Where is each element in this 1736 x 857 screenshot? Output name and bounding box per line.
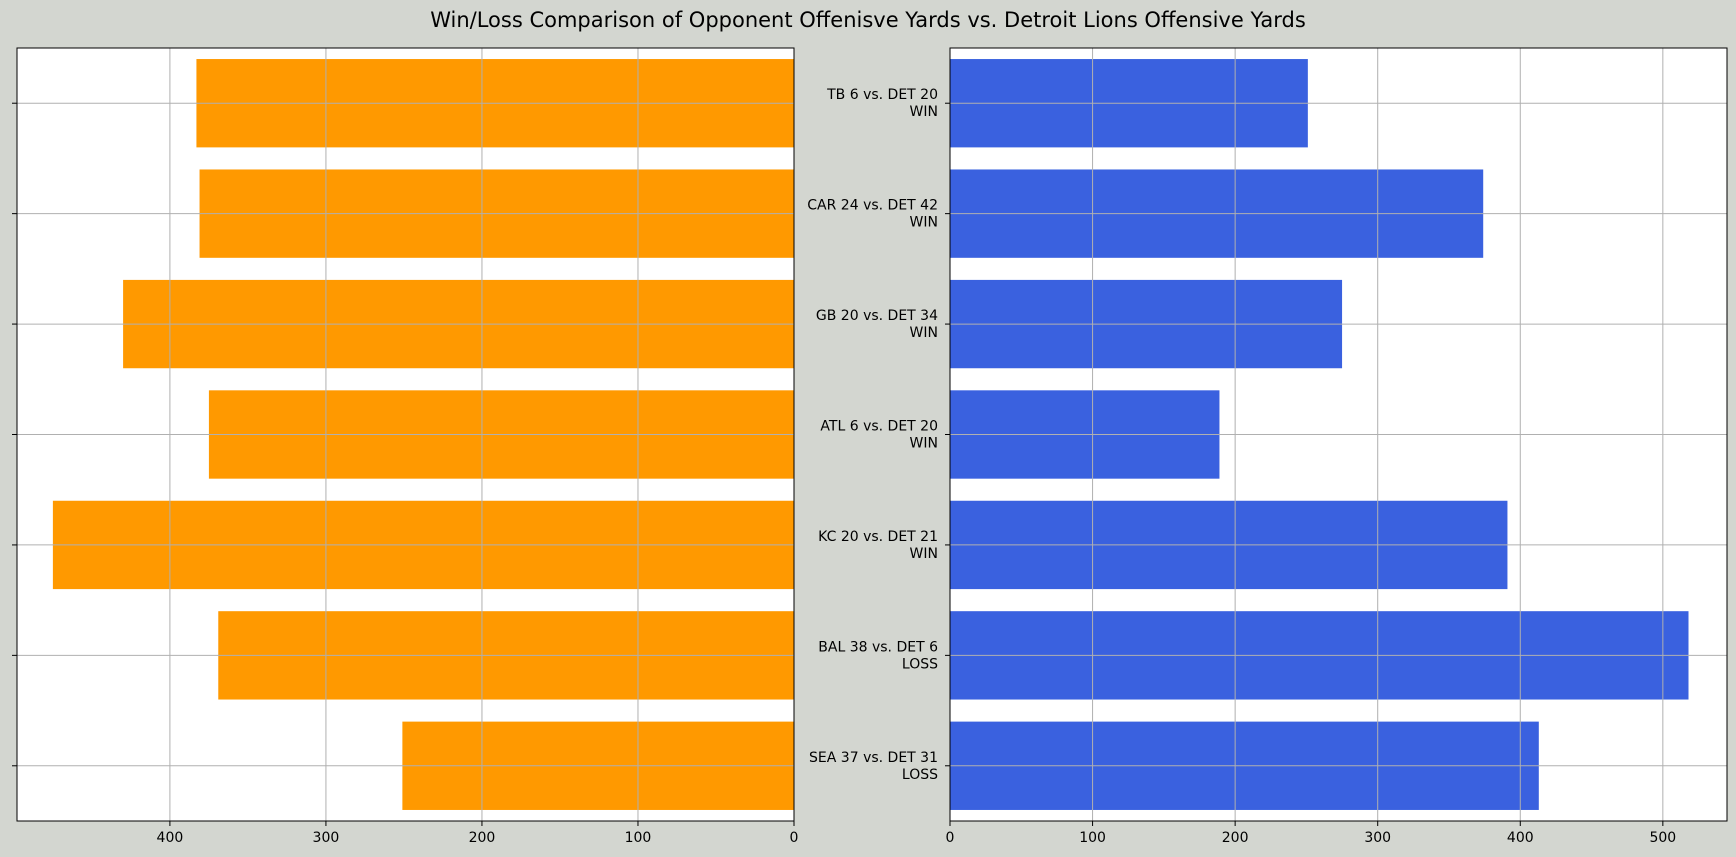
game-result-label: WIN	[910, 104, 938, 120]
right-x-tick-label: 400	[1507, 830, 1534, 846]
left-x-tick-label: 300	[313, 830, 340, 846]
game-result-label: WIN	[910, 546, 938, 562]
game-score-label: GB 20 vs. DET 34	[816, 308, 938, 324]
left-x-tick-label: 100	[625, 830, 652, 846]
game-result-label: LOSS	[902, 767, 938, 783]
game-score-label: ATL 6 vs. DET 20	[820, 419, 938, 435]
game-score-label: CAR 24 vs. DET 42	[807, 198, 938, 214]
right-x-tick-label: 500	[1649, 830, 1676, 846]
game-score-label: BAL 38 vs. DET 6	[818, 639, 938, 655]
left-x-tick-label: 200	[469, 830, 496, 846]
game-score-label: KC 20 vs. DET 21	[818, 529, 938, 545]
chart-title: Win/Loss Comparison of Opponent Offenisv…	[430, 8, 1306, 32]
right-x-tick-label: 0	[946, 830, 955, 846]
right-x-tick-label: 100	[1079, 830, 1106, 846]
game-score-label: TB 6 vs. DET 20	[826, 87, 938, 103]
left-x-tick-label: 400	[157, 830, 184, 846]
right-x-tick-label: 200	[1222, 830, 1249, 846]
game-result-label: WIN	[910, 325, 938, 341]
game-result-label: WIN	[910, 436, 938, 452]
left-x-tick-label: 0	[790, 830, 799, 846]
right-x-tick-label: 300	[1364, 830, 1391, 846]
game-result-label: WIN	[910, 215, 938, 231]
game-score-label: SEA 37 vs. DET 31	[809, 750, 938, 766]
game-result-label: LOSS	[902, 656, 938, 672]
